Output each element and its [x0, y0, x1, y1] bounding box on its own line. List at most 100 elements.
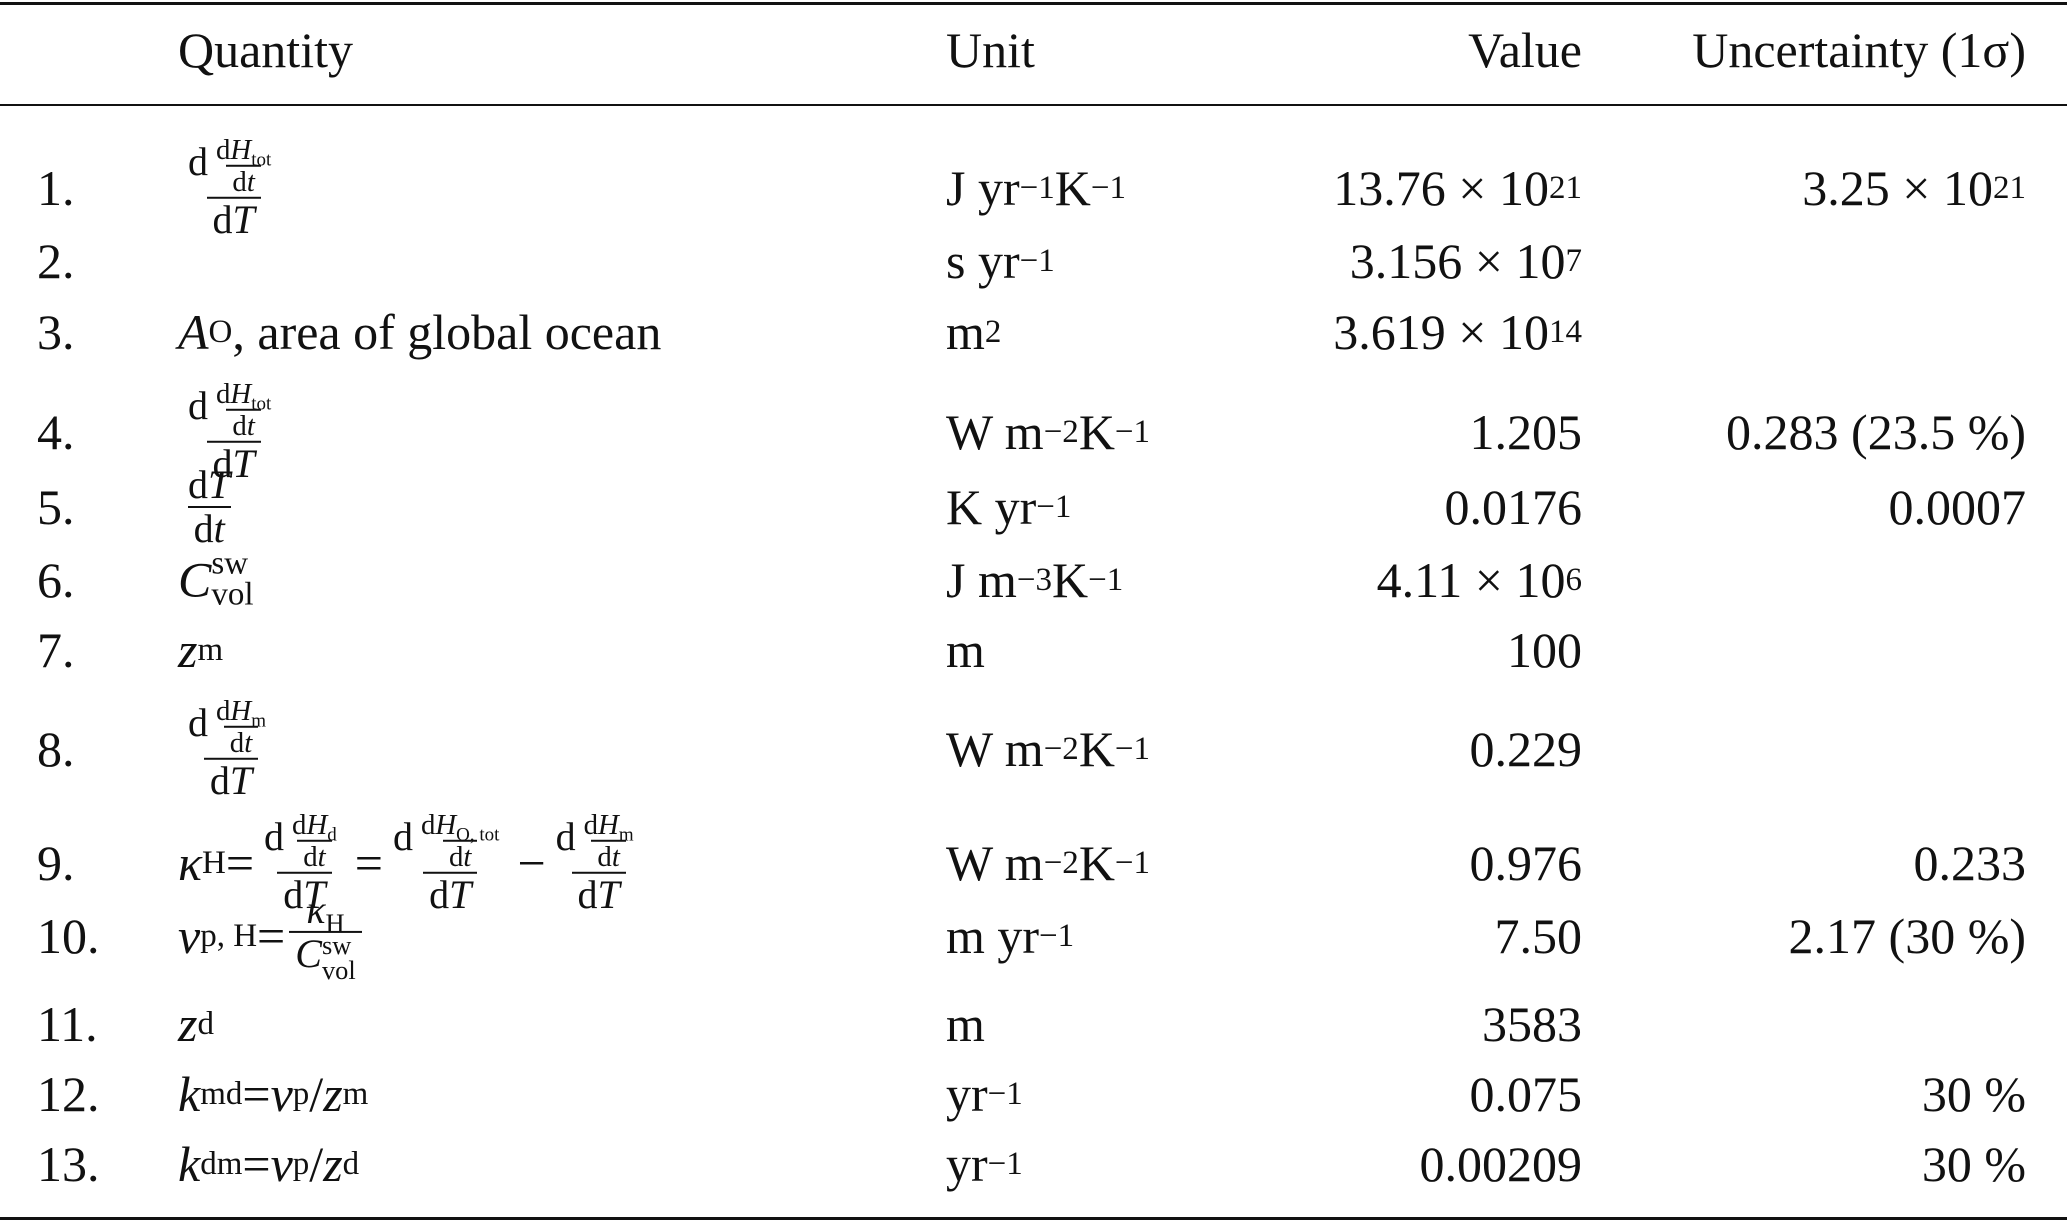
value-cell: 0.075 [1470, 1065, 1583, 1123]
unit-cell: m [946, 621, 985, 679]
header-rule [0, 104, 2067, 106]
text: = [354, 835, 383, 891]
value-cell: 0.0176 [1445, 478, 1583, 536]
text: 3.25 × 10 [1802, 160, 1993, 216]
fraction: dHO, tot dt [415, 810, 505, 872]
subscript: tot [251, 149, 272, 171]
text: d [229, 727, 245, 759]
row-number: 4. [37, 404, 75, 460]
denominator: dT [206, 441, 261, 487]
text: d [216, 694, 231, 727]
text: W m [946, 721, 1044, 777]
text: d [216, 377, 231, 410]
value-cell: 1.205 [1470, 403, 1583, 461]
quantity-cell: k md = v p / z m [178, 1066, 369, 1122]
text: , area of global ocean [232, 304, 662, 360]
text: m [946, 304, 985, 360]
unit-cell: J yr −1 K −1 [946, 160, 1126, 216]
fraction: dHtot dt [210, 135, 277, 197]
numerator: d dHd dt [258, 810, 351, 872]
value-cell: 3.619 × 10 14 [1333, 304, 1582, 360]
italic-text: v [270, 1066, 293, 1122]
text: yr [946, 1136, 988, 1192]
subscript: vol [321, 955, 356, 985]
text: 1.205 [1469, 404, 1583, 460]
quantity-cell: d dHtot dt dT [178, 135, 289, 241]
text: 3.156 × 10 [1349, 233, 1566, 289]
superscript: sw [211, 545, 249, 582]
text: d [193, 506, 214, 551]
text: d [583, 808, 599, 841]
row-number: 12. [37, 1066, 100, 1122]
text: m yr [946, 908, 1040, 964]
fraction: dT dt [182, 464, 236, 550]
unit-cell: m yr −1 [946, 908, 1075, 964]
italic-text: H [230, 133, 252, 166]
header-unit: Unit [946, 22, 1035, 78]
text: d [420, 808, 436, 841]
unit-cell: s yr −1 [946, 233, 1055, 289]
text: W m [946, 835, 1044, 891]
denominator: dt [297, 840, 332, 873]
numerator: dHd [286, 808, 343, 845]
italic-text: T [597, 872, 620, 918]
text: 0.0176 [1444, 479, 1583, 535]
row-number: 5. [37, 479, 75, 535]
text: − [517, 835, 546, 891]
quantity-cell: d dHtot dt dT [178, 379, 289, 485]
italic-text: T [449, 872, 472, 918]
uncertainty-cell: 0.233 [1914, 834, 2027, 892]
row-number: 6. [37, 552, 75, 608]
italic-text: H [306, 808, 328, 841]
unit-cell: yr −1 [946, 1066, 1023, 1122]
value-cell: 0.976 [1470, 834, 1583, 892]
numerator: dHO, tot [415, 808, 505, 845]
italic-text: T [232, 441, 255, 487]
numerator: κH [300, 888, 350, 936]
italic-text: z [323, 1136, 343, 1192]
text: s yr [946, 233, 1020, 289]
fraction: d dHtot dt dT [182, 135, 285, 241]
text: d [212, 197, 233, 243]
denominator: dT [571, 872, 626, 918]
text: d [292, 808, 307, 841]
row-number: 9. [37, 835, 75, 891]
text: 0.976 [1469, 835, 1583, 891]
text: 4.11 × 10 [1376, 552, 1566, 608]
text: 100 [1507, 622, 1582, 678]
top-rule [0, 2, 2067, 5]
subscript: m [618, 824, 634, 846]
italic-text: k [178, 1066, 201, 1122]
fraction: dHm dt [210, 696, 272, 758]
value-cell: 7.50 [1495, 907, 1583, 965]
text: d [188, 139, 208, 185]
fraction: d dHm dt dT [550, 810, 648, 916]
text: 0.229 [1469, 721, 1583, 777]
italic-text: v [178, 908, 201, 964]
numerator: d dHm dt [182, 696, 280, 758]
text: = [225, 835, 255, 891]
subscript: H [325, 908, 345, 939]
text: 3.619 × 10 [1333, 304, 1549, 360]
text: K [1054, 160, 1091, 216]
numerator: dHm [578, 808, 640, 845]
text: d [188, 462, 208, 507]
unit-cell: W m −2 K −1 [946, 721, 1151, 777]
italic-text: H [435, 808, 457, 841]
text: d [209, 758, 230, 804]
text: m [946, 622, 985, 678]
unit-cell: K yr −1 [946, 479, 1072, 535]
italic-text: t [213, 506, 225, 551]
italic-text: t [317, 841, 326, 873]
bottom-rule [0, 1217, 2067, 1220]
fraction: d dHO, tot dt dT [387, 810, 513, 916]
header-quantity: Quantity [178, 22, 353, 78]
unit-cell: J m −3 K −1 [946, 552, 1124, 608]
